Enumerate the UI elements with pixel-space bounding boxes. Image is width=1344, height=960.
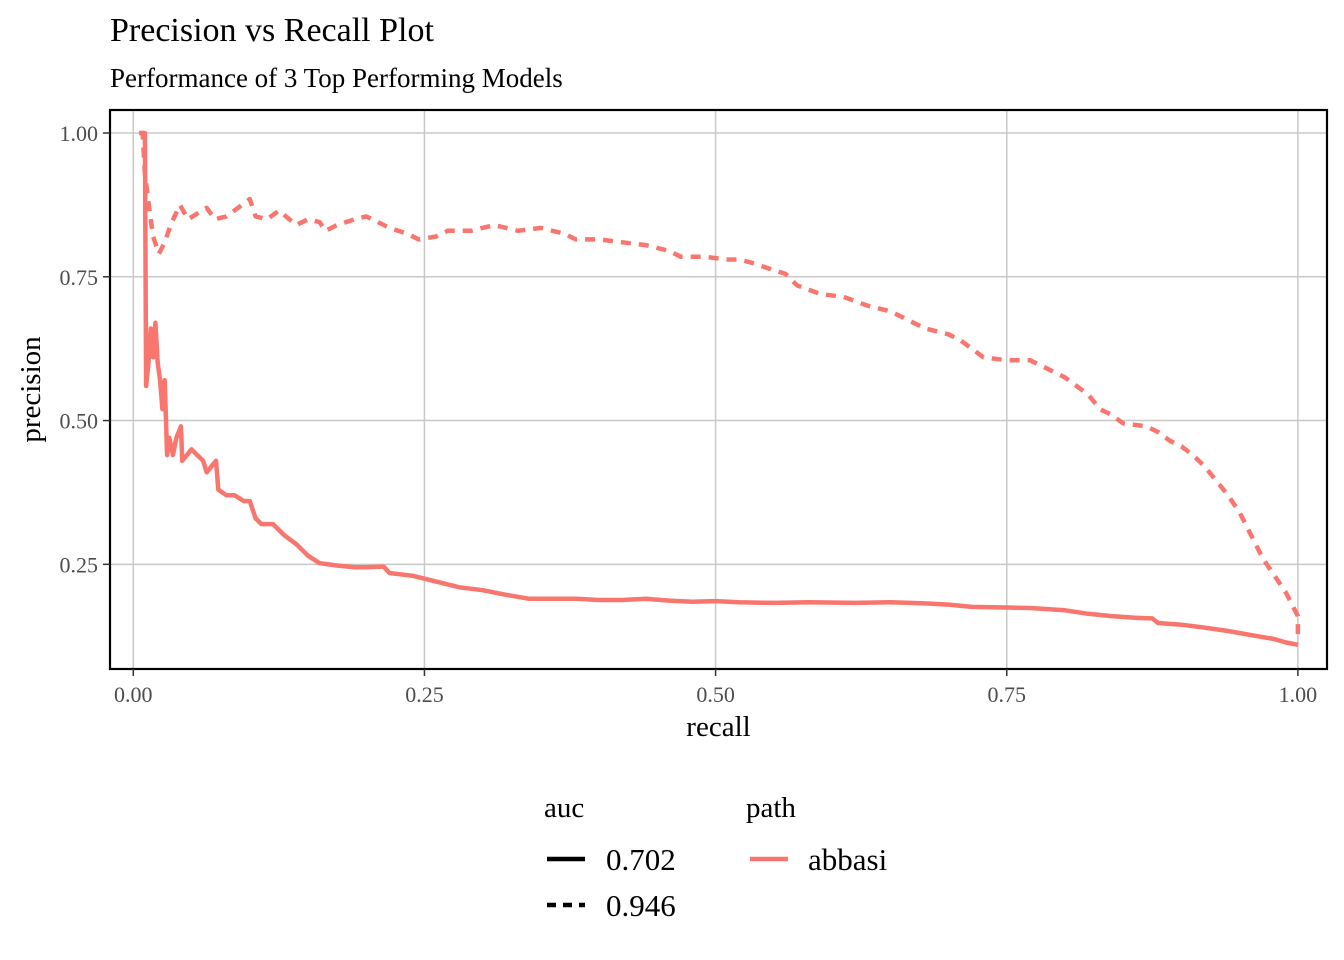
x-tick-label: 0.00 xyxy=(114,682,153,707)
axis-ticks: 0.00 0.25 0.50 0.75 1.00 0.25 0.50 0.75 1.00 xyxy=(60,121,1318,707)
legend-group-path: path abbasi xyxy=(746,792,888,877)
y-tick-label: 1.00 xyxy=(60,121,99,146)
legend-title-auc: auc xyxy=(544,792,584,824)
legend-label-abbasi: abbasi xyxy=(808,842,888,877)
legend-label-0702: 0.702 xyxy=(606,842,676,877)
y-tick-label: 0.50 xyxy=(60,409,99,434)
y-tick-label: 0.25 xyxy=(60,552,99,577)
legend-label-0946: 0.946 xyxy=(606,888,676,923)
chart-title: Precision vs Recall Plot xyxy=(110,12,434,49)
legend-group-auc: auc 0.702 0.946 xyxy=(544,792,676,923)
chart-subtitle: Performance of 3 Top Performing Models xyxy=(110,63,563,93)
series-lines xyxy=(139,130,1301,648)
gridlines xyxy=(110,110,1327,669)
plot-panel-border xyxy=(108,108,1329,671)
x-axis-label: recall xyxy=(686,711,750,743)
x-tick-label: 1.00 xyxy=(1279,682,1318,707)
legend-title-path: path xyxy=(746,792,796,824)
series-line-auc-0702 xyxy=(141,130,1299,648)
x-tick-label: 0.50 xyxy=(696,682,735,707)
series-line-auc-0946 xyxy=(139,130,1301,640)
y-tick-label: 0.75 xyxy=(60,265,99,290)
legend: auc 0.702 0.946 path abbasi xyxy=(544,792,888,923)
x-tick-label: 0.25 xyxy=(405,682,444,707)
y-axis-label: precision xyxy=(15,336,47,443)
x-tick-label: 0.75 xyxy=(987,682,1026,707)
